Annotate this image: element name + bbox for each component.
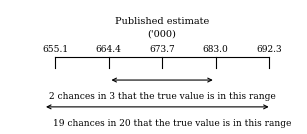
Text: 673.7: 673.7 xyxy=(149,45,175,54)
Text: ('000): ('000) xyxy=(148,29,177,38)
Text: 655.1: 655.1 xyxy=(42,45,68,54)
Text: 683.0: 683.0 xyxy=(203,45,228,54)
Text: 2 chances in 3 that the true value is in this range: 2 chances in 3 that the true value is in… xyxy=(49,92,275,101)
Text: 692.3: 692.3 xyxy=(256,45,282,54)
Text: Published estimate: Published estimate xyxy=(115,17,209,26)
Text: 664.4: 664.4 xyxy=(95,45,122,54)
Text: 19 chances in 20 that the true value is in this range: 19 chances in 20 that the true value is … xyxy=(53,119,291,128)
